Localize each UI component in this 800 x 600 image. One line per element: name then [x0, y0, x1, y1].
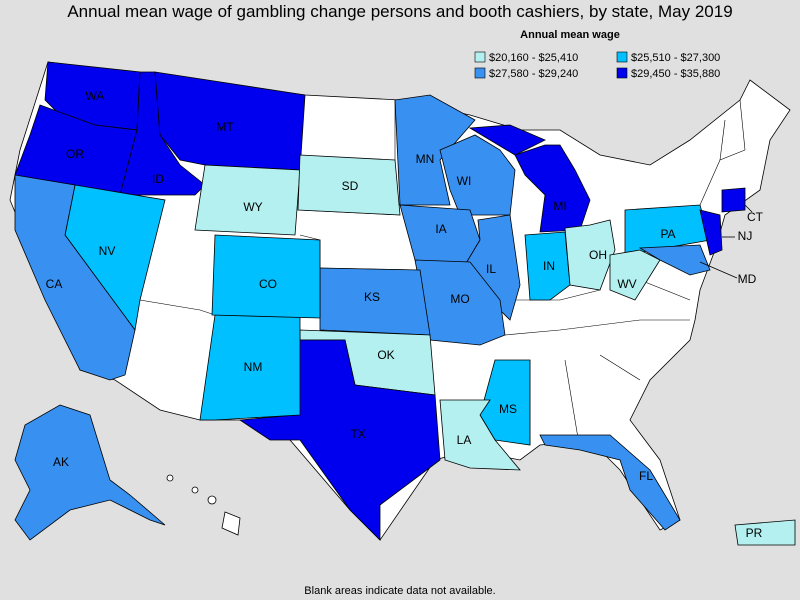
state-shape: [721, 187, 746, 213]
state-shape: [238, 339, 441, 541]
state-label: WY: [243, 200, 262, 214]
map-title: Annual mean wage of gambling change pers…: [67, 2, 732, 21]
state-shape: [211, 234, 321, 319]
state-label: SD: [342, 179, 359, 193]
legend-label: $20,160 - $25,410: [489, 52, 578, 64]
state-label: MO: [450, 292, 469, 306]
legend-swatch: [616, 51, 628, 63]
state-label: NM: [244, 360, 263, 374]
state-shape: [539, 434, 681, 531]
state-label: MT: [216, 120, 234, 134]
state-label: MD: [738, 272, 757, 286]
state-label: OK: [377, 348, 394, 362]
state-label: CA: [46, 277, 63, 291]
state-shape: [638, 244, 711, 276]
state-shape: [297, 154, 401, 216]
state-label: PR: [746, 526, 763, 540]
state-shape: [468, 124, 546, 156]
state-label: MN: [416, 152, 435, 166]
state-label: WI: [457, 174, 472, 188]
state-shape: [564, 219, 616, 291]
state-shape: [439, 134, 516, 216]
legend-label: $27,580 - $29,240: [489, 68, 578, 80]
state-label: WA: [86, 89, 105, 103]
state-shape: [439, 399, 521, 471]
legend-swatch: [474, 67, 486, 79]
state-label: IA: [435, 222, 446, 236]
state-shape: [734, 519, 796, 546]
legend-swatch: [474, 51, 486, 63]
state-shape: [524, 231, 571, 301]
state-shape: [609, 249, 661, 301]
legend-label: $25,510 - $27,300: [631, 52, 720, 64]
state-label: CO: [259, 277, 277, 291]
state-label: FL: [639, 469, 653, 483]
state-label: KS: [364, 290, 380, 304]
legend-title: Annual mean wage: [520, 29, 620, 41]
legend-label: $29,450 - $35,880: [631, 68, 720, 80]
state-label: OR: [66, 147, 84, 161]
state-label: MS: [499, 402, 517, 416]
legend: Annual mean wage $20,160 - $25,410 $25,51…: [474, 29, 720, 80]
footnote: Blank areas indicate data not available.: [304, 585, 495, 597]
leader-lines: [699, 204, 753, 279]
state-label: OH: [589, 248, 607, 262]
state-label: NJ: [738, 229, 753, 243]
state-shape: [14, 174, 136, 381]
state-label: CT: [747, 210, 764, 224]
state-label: WV: [617, 277, 636, 291]
state-label: TX: [350, 427, 365, 441]
state-shape: [14, 404, 166, 541]
state-shape: [699, 209, 723, 256]
state-shape: [194, 164, 301, 236]
state-label: NV: [99, 244, 116, 258]
hawaii: [166, 474, 241, 536]
state-label: LA: [457, 433, 472, 447]
state-labels: WA OR ID MT WY SD MN WI MI IA IL IN OH P…: [46, 89, 764, 540]
state-label: AK: [53, 455, 69, 469]
state-label: IN: [543, 259, 555, 273]
state-label: IL: [486, 262, 496, 276]
state-label: ID: [152, 172, 164, 186]
state-shape: [514, 144, 591, 233]
state-label: MI: [553, 199, 566, 213]
legend-swatch: [616, 67, 628, 79]
state-label: PA: [660, 227, 675, 241]
